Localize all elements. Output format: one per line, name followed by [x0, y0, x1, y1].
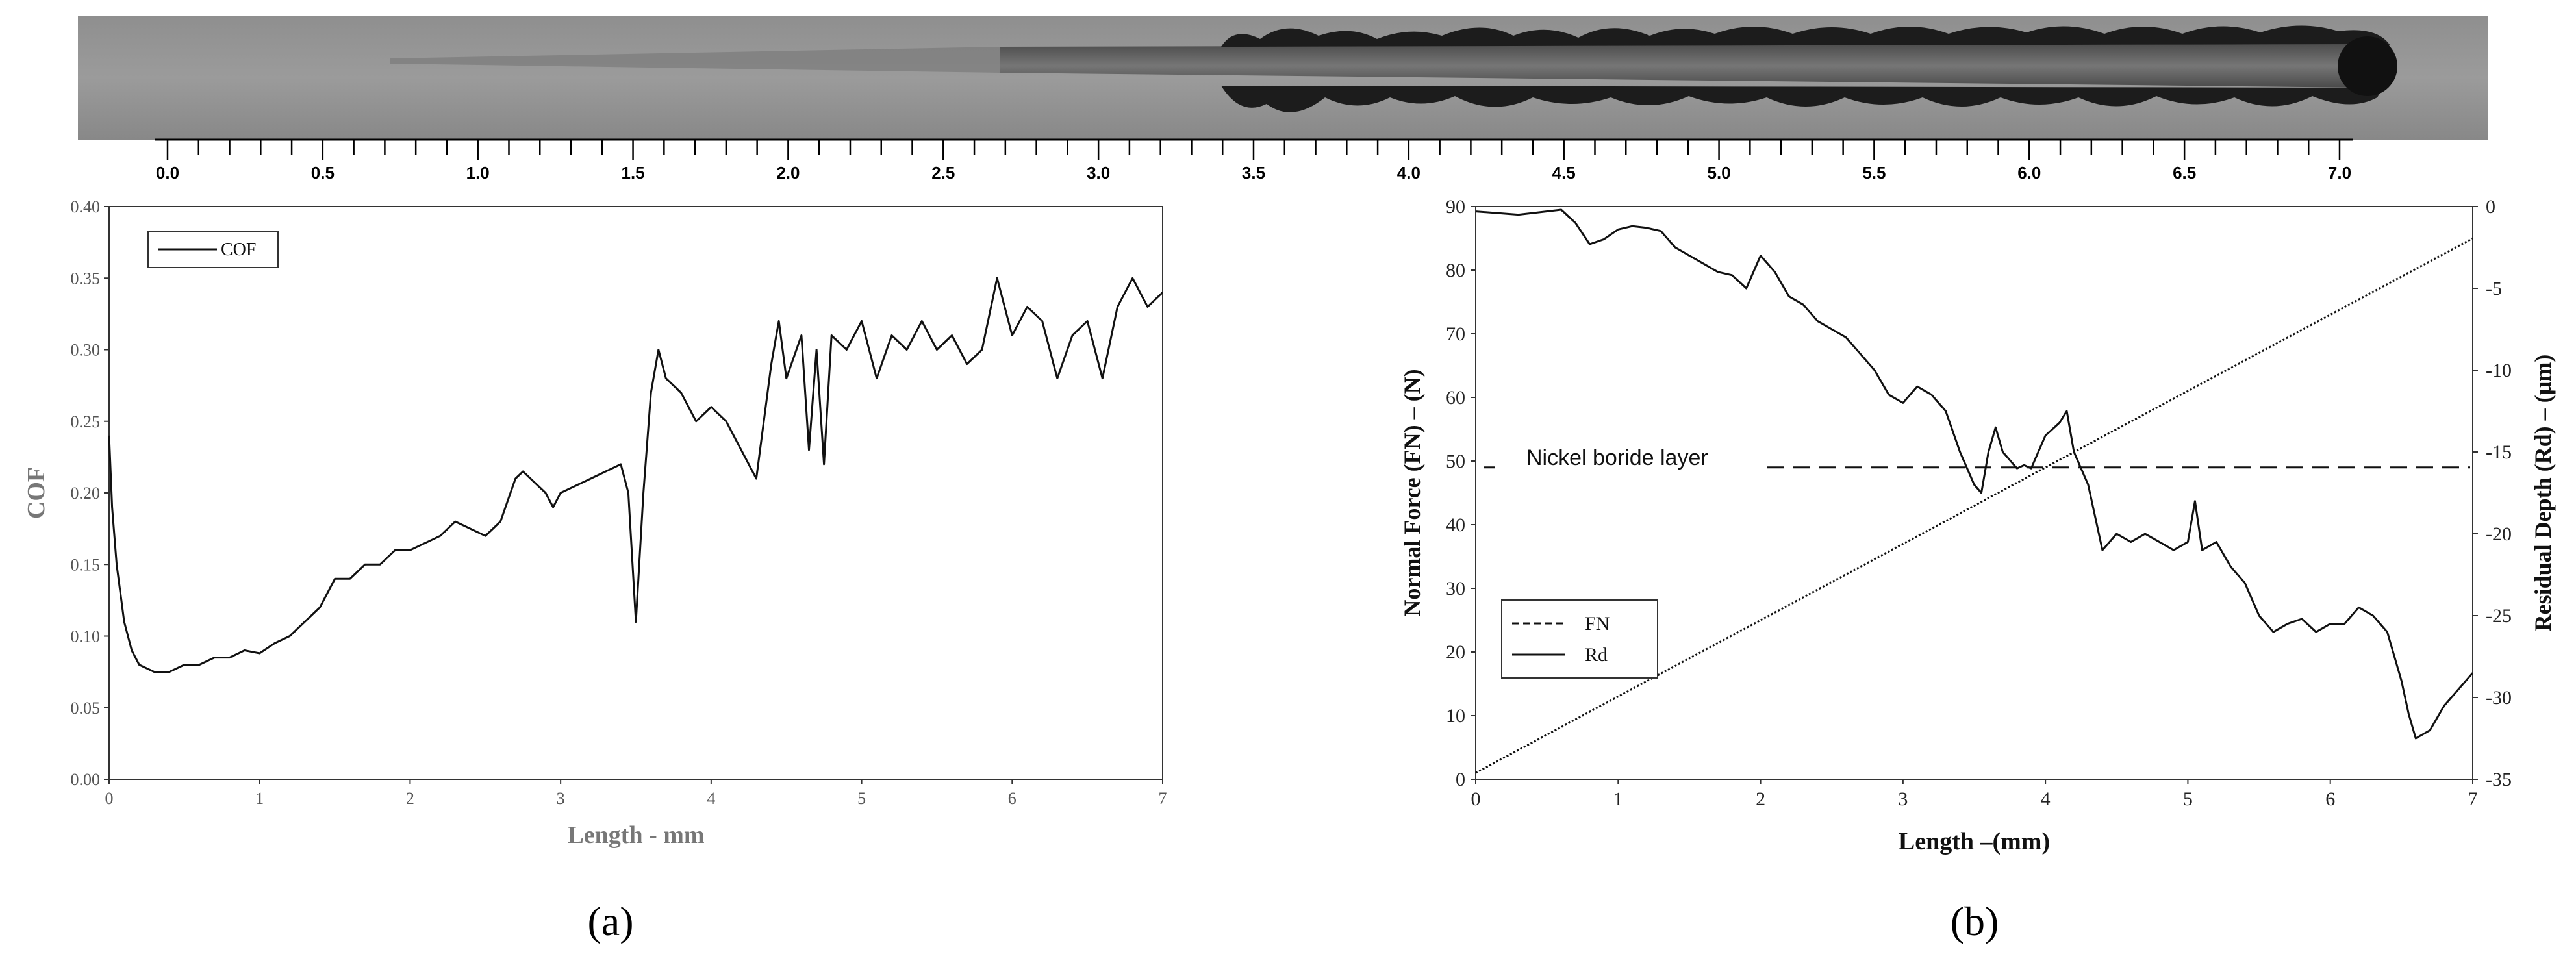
- x-tick-label-b: 3: [1898, 788, 1908, 810]
- y-tick-label-a: 0.40: [71, 197, 101, 216]
- scale-bar-label: 1.5: [621, 163, 644, 182]
- y-tick-label-b: 70: [1446, 323, 1465, 345]
- x-tick-label-b: 7: [2468, 788, 2478, 810]
- legend-label-cof: COF: [221, 240, 256, 260]
- y2-axis-label-b: Residual Depth (Rd) – (µm): [2530, 355, 2556, 632]
- y-tick-label-a: 0.10: [71, 627, 101, 646]
- y-tick-label-b: 90: [1446, 196, 1465, 218]
- x-tick-label-a: 4: [707, 789, 715, 808]
- x-tick-label-b: 6: [2325, 788, 2335, 810]
- x-tick-label-b: 5: [2183, 788, 2193, 810]
- panel-label-b: (b): [1951, 898, 1999, 944]
- scale-bar-label: 5.0: [1707, 163, 1730, 182]
- panel-label-a: (a): [587, 898, 633, 944]
- x-axis-label-b: Length –(mm): [1899, 828, 2050, 855]
- y-tick-label-b: 20: [1446, 642, 1465, 663]
- y-tick-label-a: 0.25: [71, 412, 101, 431]
- x-tick-label-a: 6: [1008, 789, 1017, 808]
- y-tick-label-a: 0.20: [71, 484, 101, 503]
- y-tick-label-b: 10: [1446, 705, 1465, 727]
- scale-bar-label: 1.0: [466, 163, 490, 182]
- scale-bar-label: 5.5: [1862, 163, 1886, 182]
- series-line-fn: [1475, 237, 2473, 774]
- y-tick-label-b: 60: [1446, 387, 1465, 408]
- y-tick-label-b: 40: [1446, 514, 1465, 536]
- series-line-cof: [108, 277, 1164, 673]
- chart-a: 0.00 0.05 0.10 0.15 0.20 0.25 0.30 0.35 0.40 0 1 2 3…: [23, 197, 1167, 849]
- scale-bar-label: 6.0: [2017, 163, 2041, 182]
- y-tick-label-a: 0.05: [71, 699, 101, 718]
- y-tick-label-b: 80: [1446, 260, 1465, 281]
- x-tick-label-a: 7: [1159, 789, 1167, 808]
- scale-bar-label: 2.5: [931, 163, 955, 182]
- x-tick-label-b: 2: [1756, 788, 1765, 810]
- x-tick-label-a: 0: [105, 789, 114, 808]
- x-tick-label-a: 3: [557, 789, 565, 808]
- scratch-damage-edges: [1221, 25, 2390, 112]
- x-tick-label-b: 4: [2041, 788, 2051, 810]
- scale-bar-label: 7.0: [2328, 163, 2351, 182]
- legend-box-b: [1501, 599, 1658, 679]
- scale-bar-label: 4.0: [1397, 163, 1421, 182]
- x-tick-label-b: 1: [1613, 788, 1623, 810]
- x-tick-label-b: 0: [1471, 788, 1481, 810]
- micrograph: [78, 16, 2488, 140]
- x-tick-label-a: 1: [255, 789, 264, 808]
- y-tick-label-a: 0.00: [71, 770, 101, 789]
- x-tick-label-a: 2: [406, 789, 414, 808]
- y-tick-label-a: 0.35: [71, 269, 101, 288]
- y-tick-label-a: 0.15: [71, 555, 101, 574]
- y-tick-label-b: 30: [1446, 578, 1465, 599]
- y2-tick-label-b: -30: [2486, 687, 2512, 708]
- scale-bar-label: 3.5: [1242, 163, 1265, 182]
- y2-tick-label-b: -25: [2486, 605, 2512, 627]
- y-tick-label-b: 50: [1446, 451, 1465, 472]
- y2-tick-label-b: 0: [2486, 196, 2495, 218]
- x-tick-label-a: 5: [857, 789, 866, 808]
- y-tick-label-b: 0: [1456, 769, 1465, 790]
- y2-tick-label-b: -20: [2486, 523, 2512, 545]
- y-tick-label-a: 0.30: [71, 341, 101, 360]
- scale-bar-label: 4.5: [1552, 163, 1576, 182]
- scratch-end-cap: [2338, 36, 2397, 96]
- legend-label-fn: FN: [1585, 613, 1610, 634]
- legend-label-rd: Rd: [1585, 644, 1608, 666]
- scale-bar-label: 2.0: [776, 163, 800, 182]
- y2-tick-label-b: -35: [2486, 769, 2512, 790]
- y2-tick-label-b: -10: [2486, 360, 2512, 381]
- y-axis-label-a: COF: [23, 467, 50, 519]
- plot-area-b: [1475, 206, 2473, 780]
- y2-tick-label-b: -15: [2486, 442, 2512, 463]
- x-axis-label-a: Length - mm: [567, 821, 704, 849]
- scale-bar-label: 6.5: [2173, 163, 2196, 182]
- plot-area-a: [108, 206, 1163, 780]
- series-line-rd: [1475, 208, 2474, 740]
- scale-bar-label: 0.5: [311, 163, 335, 182]
- y2-tick-label-b: -5: [2486, 278, 2502, 299]
- scale-bar-label: 0.0: [156, 163, 179, 182]
- scratch-faint-start: [390, 47, 1000, 73]
- annotation-label: Nickel boride layer: [1526, 445, 1708, 470]
- scale-bar-label: 3.0: [1087, 163, 1110, 182]
- scratch-track: [1000, 44, 2364, 88]
- y-axis-label-b: Normal Force (FN) – (N): [1399, 369, 1425, 616]
- scale-bar: 0.0 0.5 1.0 1.5 2.0 2.5 3.0 3.5 4.0 4.5 5.0 5.5 6.0 6…: [155, 138, 2353, 182]
